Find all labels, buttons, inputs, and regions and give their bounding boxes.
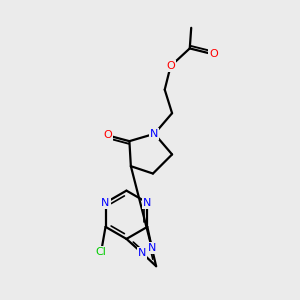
Text: N: N bbox=[148, 243, 156, 253]
Text: O: O bbox=[209, 49, 218, 59]
Text: N: N bbox=[101, 198, 110, 208]
Text: O: O bbox=[103, 130, 112, 140]
Text: N: N bbox=[150, 129, 159, 139]
Text: N: N bbox=[143, 198, 152, 208]
Text: O: O bbox=[166, 61, 175, 71]
Text: Cl: Cl bbox=[96, 247, 106, 257]
Text: N: N bbox=[138, 248, 146, 258]
